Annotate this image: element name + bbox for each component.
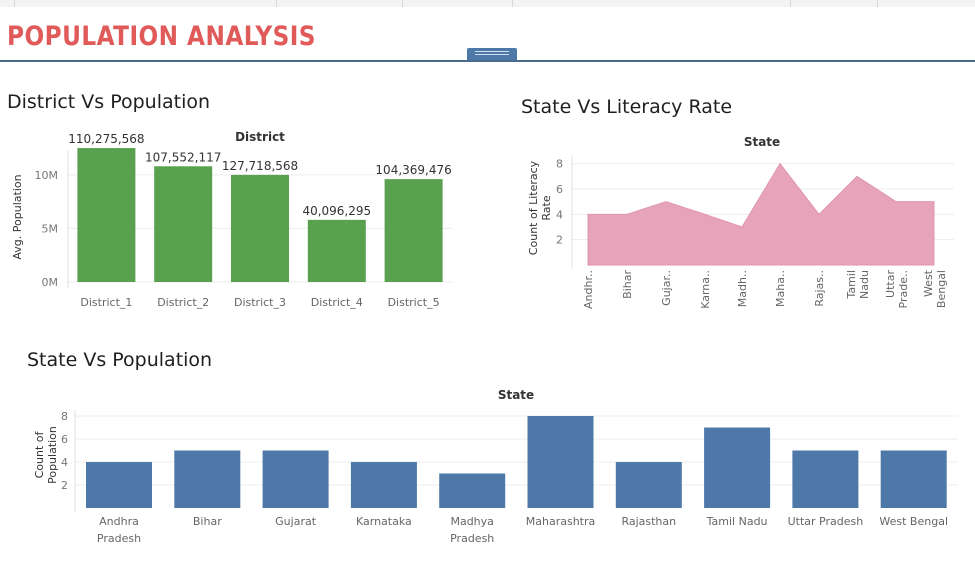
x-tick-label: Tamil: [845, 270, 858, 299]
chart-header: State: [744, 135, 780, 149]
data-label: 104,369,476: [375, 163, 451, 177]
bar: [262, 450, 329, 508]
chart-header: State: [498, 388, 534, 402]
bar: [615, 462, 682, 508]
x-tick-label: District_3: [234, 296, 286, 309]
bar: [439, 473, 506, 508]
data-label: 110,275,568: [68, 132, 144, 146]
y-axis-label: Population: [46, 426, 59, 484]
state-chart-title: State Vs Population: [27, 349, 213, 371]
y-tick-label: 2: [556, 234, 563, 247]
x-tick-label: Maha..: [774, 270, 787, 307]
bar: [527, 416, 594, 508]
x-tick-label: Madhya: [450, 515, 493, 528]
x-tick-label: Uttar Pradesh: [788, 515, 864, 528]
x-tick-label: Prade..: [897, 270, 910, 308]
title-divider: [0, 60, 975, 62]
y-tick-label: 4: [556, 208, 563, 221]
x-tick-label: Nadu: [858, 270, 871, 299]
x-tick-label: District_2: [157, 296, 209, 309]
top-toolbar-strip: [0, 0, 975, 7]
y-tick-label: 6: [61, 433, 68, 446]
bar: [704, 427, 771, 508]
bar: [307, 219, 366, 282]
bar: [174, 450, 241, 508]
bar: [880, 450, 947, 508]
x-tick-label: Uttar: [884, 270, 897, 298]
x-tick-label: Tamil Nadu: [706, 515, 768, 528]
bar: [384, 179, 443, 282]
x-tick-label: Gujarat: [275, 515, 317, 528]
bar: [792, 450, 859, 508]
y-tick-label: 4: [61, 456, 68, 469]
x-tick-label: Bengal: [935, 270, 948, 308]
area-series: [587, 162, 935, 266]
bar: [350, 462, 417, 508]
y-axis-label: Count of: [33, 430, 46, 478]
y-axis-label: Rate: [540, 195, 553, 220]
x-tick-label: Andhra: [99, 515, 139, 528]
y-tick-label: 8: [556, 158, 563, 171]
y-tick-label: 5M: [42, 222, 59, 235]
literacy-chart-title: State Vs Literacy Rate: [521, 96, 733, 118]
x-tick-label: District_5: [388, 296, 440, 309]
x-tick-label: West Bengal: [879, 515, 948, 528]
x-tick-label: Bihar: [193, 515, 222, 528]
data-label: 40,096,295: [302, 204, 371, 218]
x-tick-label: Pradesh: [97, 532, 141, 545]
y-tick-label: 8: [61, 410, 68, 423]
x-tick-label: Pradesh: [450, 532, 494, 545]
x-tick-label: West: [922, 269, 935, 297]
x-tick-label: Rajas..: [813, 270, 826, 307]
x-tick-label: Gujar..: [660, 270, 673, 306]
district-chart-title: District Vs Population: [7, 91, 211, 113]
x-tick-label: Rajasthan: [621, 515, 676, 528]
y-tick-label: 2: [61, 479, 68, 492]
drag-handle[interactable]: [467, 48, 517, 60]
y-tick-label: 6: [556, 183, 563, 196]
x-tick-label: Bihar: [621, 270, 634, 299]
x-tick-label: District_4: [311, 296, 363, 309]
x-tick-label: Karnataka: [356, 515, 412, 528]
bar: [77, 148, 136, 282]
y-axis-label: Count of Literacy: [527, 160, 540, 255]
x-tick-label: Andhr..: [582, 270, 595, 309]
data-label: 127,718,568: [222, 159, 298, 173]
y-tick-label: 10M: [35, 169, 59, 182]
x-tick-label: Maharashtra: [526, 515, 596, 528]
x-tick-label: Karna..: [699, 270, 712, 309]
bar: [86, 462, 152, 508]
bar: [231, 174, 289, 282]
y-axis-label: Avg. Population: [11, 174, 24, 259]
chart-header: District: [235, 130, 285, 144]
dashboard-title: POPULATION ANALYSIS: [7, 21, 316, 52]
x-tick-label: Madh..: [736, 270, 749, 307]
data-label: 107,552,117: [145, 150, 221, 164]
bar: [154, 166, 213, 282]
x-tick-label: District_1: [80, 296, 132, 309]
y-tick-label: 0M: [42, 276, 59, 289]
